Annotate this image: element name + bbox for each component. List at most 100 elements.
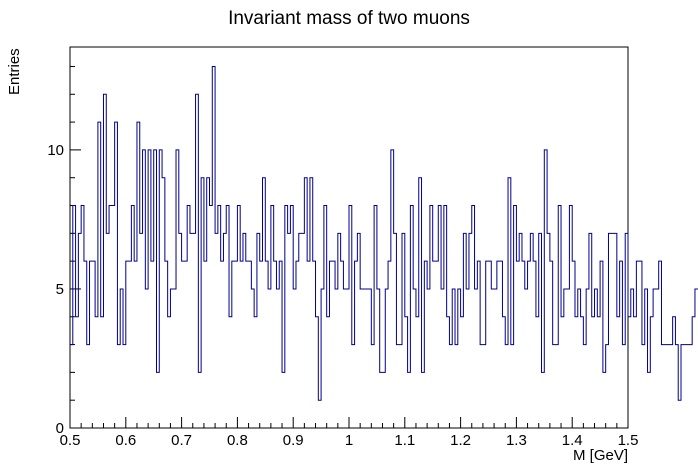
histogram-bin	[489, 261, 492, 428]
histogram-bin	[608, 233, 611, 428]
histogram-bin	[92, 261, 95, 428]
histogram-bin	[452, 289, 455, 428]
histogram-bin	[673, 317, 676, 428]
histogram-bin	[508, 178, 511, 428]
histogram-bin	[310, 178, 313, 428]
x-axis-label: M [GeV]	[573, 447, 628, 464]
histogram-bin	[226, 206, 229, 428]
histogram-bin	[449, 345, 452, 428]
histogram-bin	[257, 233, 260, 428]
histogram-bin	[165, 261, 168, 428]
histogram-bin	[302, 233, 305, 428]
histogram-bin	[246, 261, 249, 428]
histogram-bin	[396, 345, 399, 428]
histogram-bin	[271, 206, 274, 428]
histogram-bin	[486, 261, 489, 428]
histogram-bin	[73, 206, 76, 428]
histogram-bin	[380, 372, 383, 428]
histogram-bin	[648, 372, 651, 428]
histogram-bin	[516, 261, 519, 428]
histogram-bin	[542, 372, 545, 428]
histogram-bin	[90, 261, 93, 428]
histogram-bin	[357, 233, 360, 428]
histogram-bin	[229, 317, 232, 428]
histogram-bin	[511, 345, 514, 428]
histogram-bin	[528, 261, 531, 428]
histogram-bin	[405, 317, 408, 428]
histogram-bin	[430, 206, 433, 428]
histogram-bin	[201, 178, 204, 428]
histogram-bin	[497, 261, 500, 428]
histogram-bin	[243, 233, 246, 428]
histogram-bin	[369, 289, 372, 428]
histogram-bin	[101, 317, 104, 428]
y-tick-label: 10	[47, 142, 64, 159]
histogram-bin	[455, 345, 458, 428]
histogram-bin	[667, 345, 670, 428]
histogram-bin	[547, 233, 550, 428]
histogram-bin	[444, 206, 447, 428]
histogram-bin	[276, 289, 279, 428]
histogram-bin	[223, 233, 226, 428]
histogram-bin	[156, 372, 159, 428]
histogram-bin	[382, 372, 385, 428]
x-tick-label: 0.9	[283, 432, 304, 449]
histogram-bin	[134, 261, 137, 428]
histogram-bin	[304, 178, 307, 428]
histogram-bin	[681, 345, 684, 428]
histogram-bin	[123, 345, 126, 428]
histogram-bin	[196, 94, 199, 428]
histogram-bin	[692, 317, 695, 428]
histogram-bin	[555, 345, 558, 428]
histogram-bin	[675, 345, 678, 428]
histogram-bin	[600, 261, 603, 428]
histogram-bin	[173, 289, 176, 428]
histogram-bin	[190, 233, 193, 428]
histogram-bin	[184, 261, 187, 428]
histogram-bin	[592, 317, 595, 428]
histogram-bin	[631, 289, 634, 428]
axis-ticks: 0.5 0.6 0.7 0.8 0.9 1 1.1 1.2 1.3 1.4 1.5 0 5 10	[47, 65, 638, 449]
histogram-bin	[341, 261, 344, 428]
histogram-bin	[461, 317, 464, 428]
histogram-bin	[232, 261, 235, 428]
histogram-bin	[558, 206, 561, 428]
histogram-bin	[143, 150, 146, 428]
histogram-bin	[254, 317, 257, 428]
histogram-bin	[115, 122, 118, 428]
histogram-bin	[394, 233, 397, 428]
histogram-bin	[98, 122, 101, 428]
histogram-bin	[346, 289, 349, 428]
histogram-bin	[343, 289, 346, 428]
histogram-bin	[221, 261, 224, 428]
histogram-bin	[670, 345, 673, 428]
histogram-bin	[620, 261, 623, 428]
histogram-bin	[187, 206, 190, 428]
histogram-bin	[642, 345, 645, 428]
histogram-bin	[475, 289, 478, 428]
histogram-bin	[505, 345, 508, 428]
x-tick-label: 1	[345, 432, 353, 449]
histogram-bin	[162, 178, 165, 428]
histogram-bin	[553, 345, 556, 428]
histogram-bin	[575, 317, 578, 428]
histogram-bin	[422, 372, 425, 428]
histogram-bin	[260, 261, 263, 428]
histogram-bin	[140, 233, 143, 428]
histogram-bin	[569, 206, 572, 428]
histogram-bin	[335, 289, 338, 428]
histogram-bin	[458, 289, 461, 428]
histogram-bin	[377, 289, 380, 428]
histogram-bin	[539, 233, 542, 428]
x-tick-label: 0.6	[115, 432, 136, 449]
histogram-bin	[502, 317, 505, 428]
histogram-bin	[463, 233, 466, 428]
histogram-bin	[70, 345, 73, 428]
histogram-bin	[634, 317, 637, 428]
histogram-bin	[265, 261, 268, 428]
histogram-bin	[447, 317, 450, 428]
histogram-bin	[656, 289, 659, 428]
histogram-bin	[514, 206, 517, 428]
histogram-bin	[363, 289, 366, 428]
histogram-bin	[159, 150, 162, 428]
